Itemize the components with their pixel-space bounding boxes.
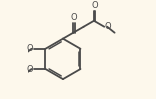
Text: O: O bbox=[105, 22, 111, 31]
Text: O: O bbox=[27, 44, 34, 53]
Text: O: O bbox=[91, 1, 98, 10]
Text: O: O bbox=[71, 13, 77, 22]
Text: O: O bbox=[27, 65, 34, 73]
